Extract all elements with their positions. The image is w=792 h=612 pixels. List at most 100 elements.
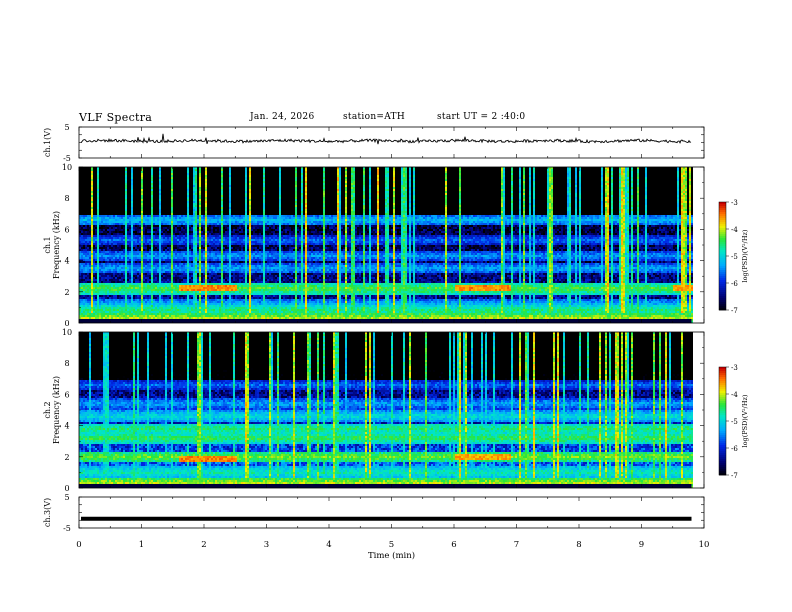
ch1-spectrogram-cell	[97, 175, 99, 177]
ch1-spectrogram-cell	[103, 211, 105, 213]
ch1-spectrogram-cell	[103, 185, 105, 187]
ch1-spectrogram-cell	[87, 181, 89, 183]
ch1-spectrogram-cell	[81, 235, 83, 237]
ch1-spectrogram-cell	[95, 191, 97, 193]
ch1-spectrogram-cell	[101, 233, 103, 235]
ch1-spectrogram-cell	[85, 217, 87, 219]
ch1-spectrogram-cell	[97, 259, 99, 261]
ch1-spectrogram-cell	[87, 315, 89, 317]
ch1-spectrogram-cell	[81, 317, 83, 319]
ch1-spectrogram-cell	[81, 275, 83, 277]
ch1-spectrogram-cell	[83, 237, 85, 239]
ch1-spectrogram-cell	[91, 297, 93, 299]
ch1-spectrogram-cell	[87, 237, 89, 239]
ch1-spectrogram-cell	[91, 175, 93, 177]
ch1-spectrogram-cell	[83, 293, 85, 295]
ch1-spectrogram-cell	[101, 279, 103, 281]
ch1-spectrogram-cell	[99, 267, 101, 269]
ch1-spectrogram-cell	[87, 221, 89, 223]
ch1-spectrogram-cell	[95, 287, 97, 289]
ch1-spectrogram-cell	[95, 285, 97, 287]
ch1-spectrogram-cell	[101, 189, 103, 191]
ch1-spectrogram-cell	[81, 299, 83, 301]
ch1-spectrogram-cell	[81, 283, 83, 285]
ch1-spectrogram-cell	[105, 185, 107, 187]
ch1-spectrogram-cell	[103, 255, 105, 257]
ch1-spectrogram-cell	[101, 195, 103, 197]
ch1-spectrogram-cell	[85, 255, 87, 257]
ch1-spectrogram-cell	[97, 217, 99, 219]
ch1-spectrogram-cell	[93, 199, 95, 201]
ch1-spectrogram-cell	[91, 271, 93, 273]
ch1-spectrogram-cell	[99, 305, 101, 307]
ch1-spectrogram-cell	[89, 205, 91, 207]
ch1-spectrogram-cell	[91, 213, 93, 215]
ch1-spectrogram-cell	[91, 263, 93, 265]
ch1-spectrogram-cell	[83, 301, 85, 303]
ch1-spectrogram-cell	[93, 315, 95, 317]
ch1-spectrogram-cell	[81, 281, 83, 283]
ch1-spectrogram-cell	[95, 261, 97, 263]
ch1-spectrogram-cell	[81, 279, 83, 281]
ch1-spectrogram-cell	[105, 249, 107, 251]
ch1-spectrogram-cell	[99, 217, 101, 219]
ch1-spectrogram-cell	[97, 283, 99, 285]
ch1-spectrogram-cell	[89, 217, 91, 219]
ch1-spectrogram-cell	[99, 189, 101, 191]
vlf-figure: 5-5ch.1(V)0246810ch.1 Frequency (kHz)-3-4…	[0, 0, 792, 612]
ch1-spectrogram-cell	[89, 199, 91, 201]
ch1-spectrogram-cell	[101, 261, 103, 263]
ch1-spectrogram-cell	[101, 289, 103, 291]
ch1-spectrogram-cell	[87, 229, 89, 231]
ch1-spectrogram-cell	[103, 219, 105, 221]
ch1-spectrogram-cell	[103, 241, 105, 243]
ch1-spectrogram-cell	[93, 181, 95, 183]
ch1-spectrogram-cell	[105, 261, 107, 263]
ch1-spectrogram-cell	[83, 209, 85, 211]
ch1-spectrogram-cell	[87, 289, 89, 291]
ch1-spectrogram-cell	[93, 297, 95, 299]
ch1-spectrogram-cell	[83, 261, 85, 263]
ch1-spectrogram-cell	[87, 193, 89, 195]
ch1-spectrogram-cell	[89, 183, 91, 185]
ch1-spectrogram-cell	[89, 313, 91, 315]
ch1-spectrogram-cell	[81, 301, 83, 303]
ch1-spectrogram-cell	[91, 311, 93, 313]
ch1-spectrogram-cell	[89, 243, 91, 245]
ch1-spectrogram-cell	[91, 313, 93, 315]
ch1-spectrogram-cell	[81, 277, 83, 279]
ch1-spectrogram-cell	[85, 257, 87, 259]
ch1-spectrogram-cell	[95, 273, 97, 275]
ch1-spectrogram-cell	[103, 191, 105, 193]
ch1-spectrogram-cell	[99, 263, 101, 265]
ch1-spectrogram-cell	[93, 251, 95, 253]
ch1-spectrogram-cell	[103, 267, 105, 269]
ch1-spectrogram-cell	[91, 195, 93, 197]
ch1-spectrogram-cell	[103, 177, 105, 179]
ch1-spectrogram-cell	[87, 217, 89, 219]
ch1-spectrogram-cell	[83, 225, 85, 227]
ch1-spectrogram-cell	[97, 251, 99, 253]
ch1-spectrogram-cell	[101, 257, 103, 259]
ch1-spectrogram-cell	[95, 233, 97, 235]
ch1-spectrogram-cell	[103, 249, 105, 251]
ch1-spectrogram-cell	[83, 289, 85, 291]
ch1-spectrogram-cell	[85, 219, 87, 221]
ch1-spectrogram-cell	[95, 213, 97, 215]
ch1-spectrogram-cell	[93, 239, 95, 241]
ch1-spectrogram-cell	[89, 173, 91, 175]
ch1-spectrogram-cell	[103, 225, 105, 227]
ch1-spectrogram-cell	[97, 227, 99, 229]
ch1-spectrogram-cell	[85, 315, 87, 317]
ch1-waveform-ytick-label: -5	[63, 154, 71, 163]
ch1-spectrogram-cell	[81, 295, 83, 297]
ch1-spectrogram-cell	[83, 193, 85, 195]
ch1-spectrogram-cell	[103, 285, 105, 287]
ch1-spectrogram-cell	[83, 287, 85, 289]
ch1-spectrogram-cell	[85, 201, 87, 203]
ch1-spectrogram-cell	[85, 307, 87, 309]
ch1-spectrogram-cell	[89, 307, 91, 309]
ch1-spectrogram-cell	[105, 255, 107, 257]
ch1-spectrogram-cell	[93, 187, 95, 189]
ch1-spectrogram-cell	[95, 225, 97, 227]
